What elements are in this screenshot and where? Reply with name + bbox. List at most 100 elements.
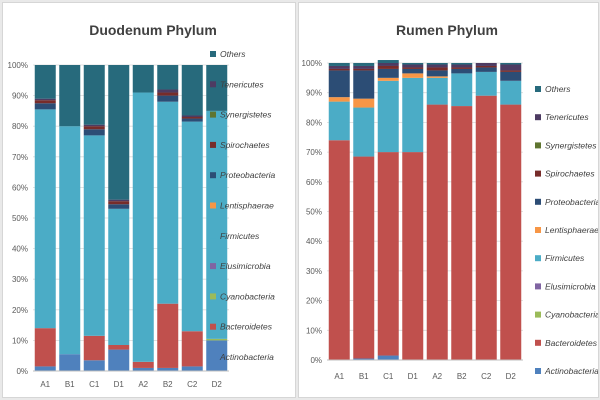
duodenum-x-tick-label: B1: [65, 380, 75, 389]
rumen-bar-segment-firmicutes-a2: [426, 77, 448, 105]
duodenum-y-tick-label: 60%: [12, 183, 28, 192]
rumen-bar-segment-others-d2: [500, 63, 522, 65]
duodenum-legend-entry: Others: [220, 49, 246, 59]
duodenum-bar-segment-spirochaetes-b2: [157, 92, 179, 96]
duodenum-bar-segment-spirochaetes-a1: [34, 100, 56, 104]
duodenum-legend-swatch: [210, 111, 216, 118]
duodenum-bar-segment-proteobacteria-b2: [157, 95, 179, 102]
rumen-bar-segment-bacteroidetes-a1: [328, 140, 350, 360]
rumen-bar-segment-others-a2: [426, 63, 448, 65]
rumen-x-tick-label: B2: [457, 372, 467, 381]
duodenum-bar-segment-proteobacteria-a1: [34, 103, 56, 110]
duodenum-bar-segment-tenericutes-c1: [83, 124, 105, 127]
duodenum-bar-segment-firmicutes-d1: [108, 208, 130, 345]
rumen-bar-segment-tenericutes-a1: [328, 65, 350, 69]
duodenum-y-tick-label: 70%: [12, 153, 28, 162]
rumen-legend-entry: Firmicutes: [545, 253, 585, 263]
rumen-y-tick-label: 10%: [306, 326, 322, 335]
rumen-y-tick-label: 50%: [306, 208, 322, 217]
rumen-bar-segment-tenericutes-b1: [353, 65, 375, 69]
duodenum-legend-swatch: [210, 81, 216, 88]
duodenum-bar-segment-proteobacteria-c1: [83, 129, 105, 136]
duodenum-y-tick-label: 80%: [12, 122, 28, 131]
duodenum-bar-segment-tenericutes-d1: [108, 199, 130, 202]
duodenum-x-tick-label: B2: [163, 380, 173, 389]
rumen-bar-segment-lentisphaerae-b1: [353, 98, 375, 108]
rumen-chart: Rumen Phylum 0% 10% 20% 30% 40% 50% 60% 70% 80% 90…: [302, 22, 598, 381]
duodenum-chart-title: Duodenum Phylum: [89, 22, 217, 38]
duodenum-bar-segment-bacteroidetes-d1: [108, 344, 130, 350]
duodenum-bar-segment-actinobacteria-d1: [108, 349, 130, 371]
rumen-bar-segment-firmicutes-d1: [402, 77, 424, 153]
rumen-bar-segment-proteobacteria-d1: [402, 68, 424, 74]
rumen-y-tick-label: 30%: [306, 267, 322, 276]
rumen-bar-segment-bacteroidetes-c1: [377, 152, 399, 356]
rumen-legend-swatch: [535, 227, 541, 233]
duodenum-bar-segment-firmicutes-a2: [132, 92, 154, 362]
duodenum-legend-entry: Bacteroidetes: [220, 322, 273, 332]
rumen-legend-swatch: [535, 255, 541, 262]
rumen-bar-segment-spirochaetes-d2: [500, 70, 522, 72]
rumen-bar-segment-spirochaetes-b1: [353, 68, 375, 71]
duodenum-legend-swatch: [210, 354, 216, 360]
duodenum-bar-segment-firmicutes-c1: [83, 135, 105, 336]
rumen-bar-segment-firmicutes-c1: [377, 80, 399, 153]
rumen-y-tick-label: 80%: [306, 118, 322, 127]
rumen-bar-segment-tenericutes-d1: [402, 64, 424, 68]
duodenum-y-tick-label: 30%: [12, 275, 28, 284]
rumen-bar-segment-others-b2: [451, 63, 473, 65]
duodenum-bar-segment-others-b1: [59, 65, 81, 127]
duodenum-bar-segment-others-c1: [83, 65, 105, 125]
rumen-bar-segment-spirochaetes-c1: [377, 65, 399, 69]
rumen-legend-entry: Others: [545, 84, 571, 94]
duodenum-bar-segment-proteobacteria-c2: [181, 118, 203, 122]
duodenum-y-tick-label: 100%: [8, 61, 28, 70]
rumen-bar-segment-proteobacteria-a1: [328, 70, 350, 98]
rumen-legend-entry: Synergistetes: [545, 140, 597, 150]
rumen-legend-swatch: [535, 170, 541, 177]
duodenum-bar-segment-bacteroidetes-c2: [181, 331, 203, 367]
duodenum-legend-entry: Lentisphaerae: [220, 201, 274, 211]
rumen-x-tick-label: C1: [383, 372, 394, 381]
duodenum-bar-segment-bacteroidetes-b2: [157, 303, 179, 368]
duodenum-bar-segment-others-c2: [181, 65, 203, 116]
rumen-x-tick-label: C2: [481, 372, 492, 381]
rumen-bar-segment-tenericutes-c1: [377, 63, 399, 66]
rumen-bar-segment-firmicutes-b1: [353, 107, 375, 157]
duodenum-x-tick-label: A1: [40, 380, 50, 389]
duodenum-legend-swatch: [210, 202, 216, 209]
duodenum-legend-entry: Cyanobacteria: [220, 291, 275, 301]
rumen-bar-segment-bacteroidetes-b1: [353, 156, 375, 359]
duodenum-bar-segment-tenericutes-c2: [181, 115, 203, 118]
duodenum-y-tick-label: 40%: [12, 245, 28, 254]
duodenum-bar-segment-proteobacteria-d1: [108, 204, 130, 209]
duodenum-legend-swatch: [210, 232, 216, 239]
duodenum-bar-segment-firmicutes-d2: [206, 110, 228, 339]
rumen-bar-segment-others-c1: [377, 60, 399, 63]
rumen-bar-segment-proteobacteria-b2: [451, 68, 473, 74]
duodenum-bar-segment-spirochaetes-c2: [181, 117, 203, 119]
rumen-bar-segment-actinobacteria-b1: [353, 358, 375, 360]
rumen-bar-segment-firmicutes-a1: [328, 101, 350, 141]
rumen-bar-segment-tenericutes-c2: [475, 63, 497, 66]
duodenum-bar-segment-actinobacteria-d2: [206, 340, 228, 371]
rumen-y-tick-label: 100%: [302, 59, 322, 68]
rumen-legend-swatch: [535, 283, 541, 290]
rumen-legend-swatch: [535, 368, 541, 374]
duodenum-bar-segment-actinobacteria-b1: [59, 354, 81, 371]
rumen-bar-segment-spirochaetes-c2: [475, 65, 497, 68]
duodenum-y-tick-label: 10%: [12, 336, 28, 345]
duodenum-bar-segment-spirochaetes-d1: [108, 201, 130, 205]
rumen-bar-segment-proteobacteria-b1: [353, 70, 375, 99]
rumen-y-tick-label: 60%: [306, 178, 322, 187]
duodenum-bar-segment-bacteroidetes-c1: [83, 335, 105, 361]
duodenum-legend-entry: Tenericutes: [220, 79, 264, 89]
duodenum-legend-entry: Elusimicrobia: [220, 261, 271, 271]
duodenum-bar-segment-others-a1: [34, 65, 56, 99]
duodenum-legend-entry: Spirochaetes: [220, 140, 270, 150]
rumen-bar-segment-bacteroidetes-c2: [475, 95, 497, 361]
duodenum-x-tick-label: C1: [89, 380, 100, 389]
duodenum-legend-swatch: [210, 172, 216, 179]
duodenum-bar-segment-others-b2: [157, 65, 179, 90]
rumen-legend-entry: Proteobacteria: [545, 197, 598, 207]
